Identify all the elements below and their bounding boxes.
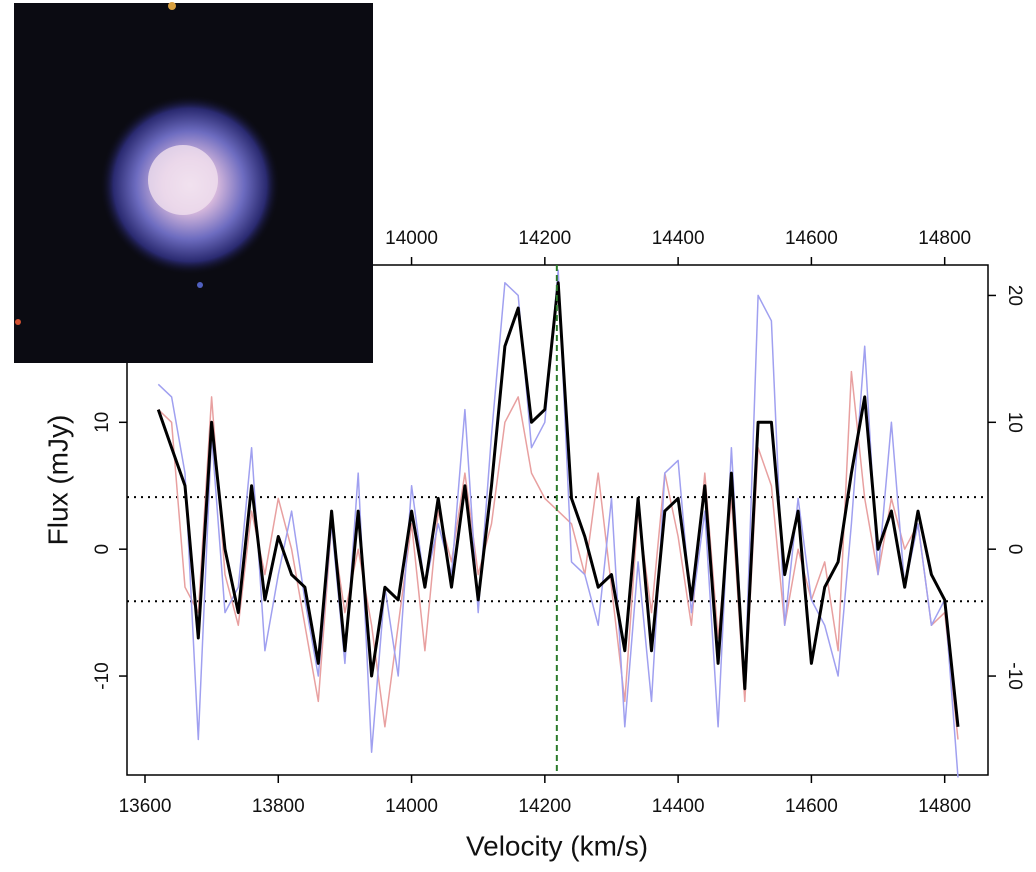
x-tick-label: 14600: [785, 796, 838, 817]
x-axis-label: Velocity (km/s): [466, 830, 648, 861]
x-tick-label-top: 14800: [918, 228, 971, 249]
y-tick-label: 10: [92, 412, 113, 433]
x-tick-label: 14200: [518, 796, 571, 817]
x-tick-label: 14400: [652, 796, 705, 817]
y-tick-label-right: 10: [1004, 412, 1025, 433]
x-tick-label: 13800: [252, 796, 305, 817]
y-tick-label-right: 0: [1004, 544, 1025, 555]
spectrum-line: [156, 281, 960, 727]
x-tick-label-top: 14400: [652, 228, 705, 249]
x-tick-label-top: 14200: [518, 228, 571, 249]
y-tick-label-right: -10: [1004, 662, 1025, 689]
x-tick-label: 14800: [918, 796, 971, 817]
spectrum-line: [157, 269, 959, 778]
x-tick-label: 13600: [119, 796, 172, 817]
x-tick-label: 14000: [385, 796, 438, 817]
x-tick-label-top: 14600: [785, 228, 838, 249]
plot-area: [127, 265, 988, 778]
y-tick-label: 0: [92, 544, 113, 555]
y-axis-label: Flux (mJy): [42, 415, 73, 546]
x-tick-label-top: 14000: [385, 228, 438, 249]
y-tick-label: -10: [92, 662, 113, 689]
spectrum-line: [157, 370, 959, 740]
inset-image: [14, 2, 373, 363]
y-tick-label-right: 20: [1004, 285, 1025, 306]
